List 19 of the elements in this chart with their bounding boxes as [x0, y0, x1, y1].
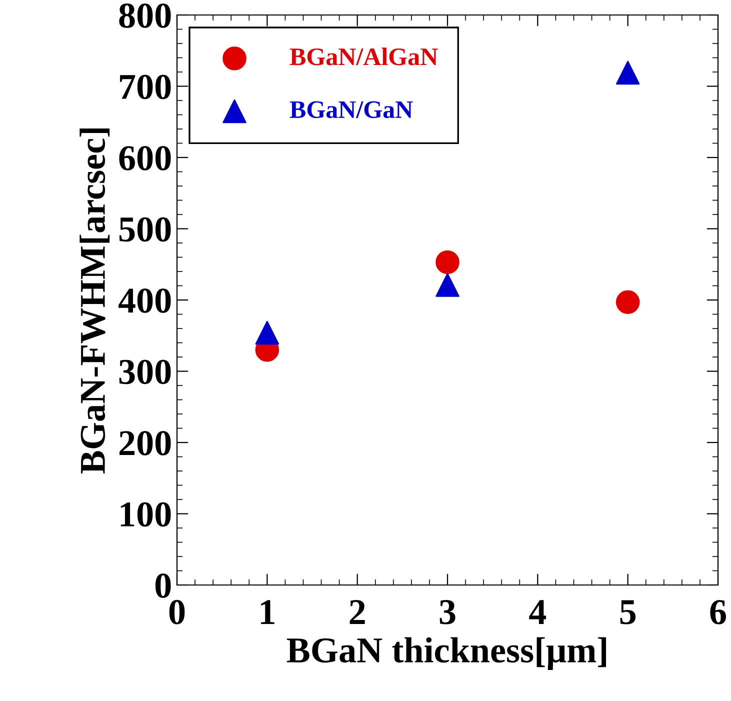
y-tick-label: 500 — [119, 217, 171, 242]
y-tick-label: 200 — [119, 431, 171, 456]
x-tick-label: 4 — [529, 600, 546, 624]
x-tick-label: 2 — [350, 600, 365, 624]
x-axis-title: BGaN thickness[μm] — [286, 637, 606, 670]
legend-label: BGaN/AlGaN — [290, 48, 438, 66]
x-tick-label: 3 — [440, 600, 456, 624]
y-tick-label: 100 — [120, 502, 171, 527]
y-tick-label: 300 — [119, 360, 171, 384]
x-tick-label: 6 — [710, 600, 726, 624]
legend-label: BGaN/GaN — [290, 101, 413, 118]
x-tick-label: 5 — [620, 600, 636, 624]
x-tick-label: 1 — [261, 600, 274, 624]
y-tick-label: 0 — [155, 574, 171, 598]
y-tick-label: 700 — [120, 74, 171, 100]
y-axis-title: BGaN-FWHM[arcsec] — [80, 128, 110, 474]
y-tick-label: 800 — [119, 4, 171, 28]
y-tick-label: 400 — [118, 288, 171, 313]
y-tick-label: 600 — [119, 146, 171, 170]
